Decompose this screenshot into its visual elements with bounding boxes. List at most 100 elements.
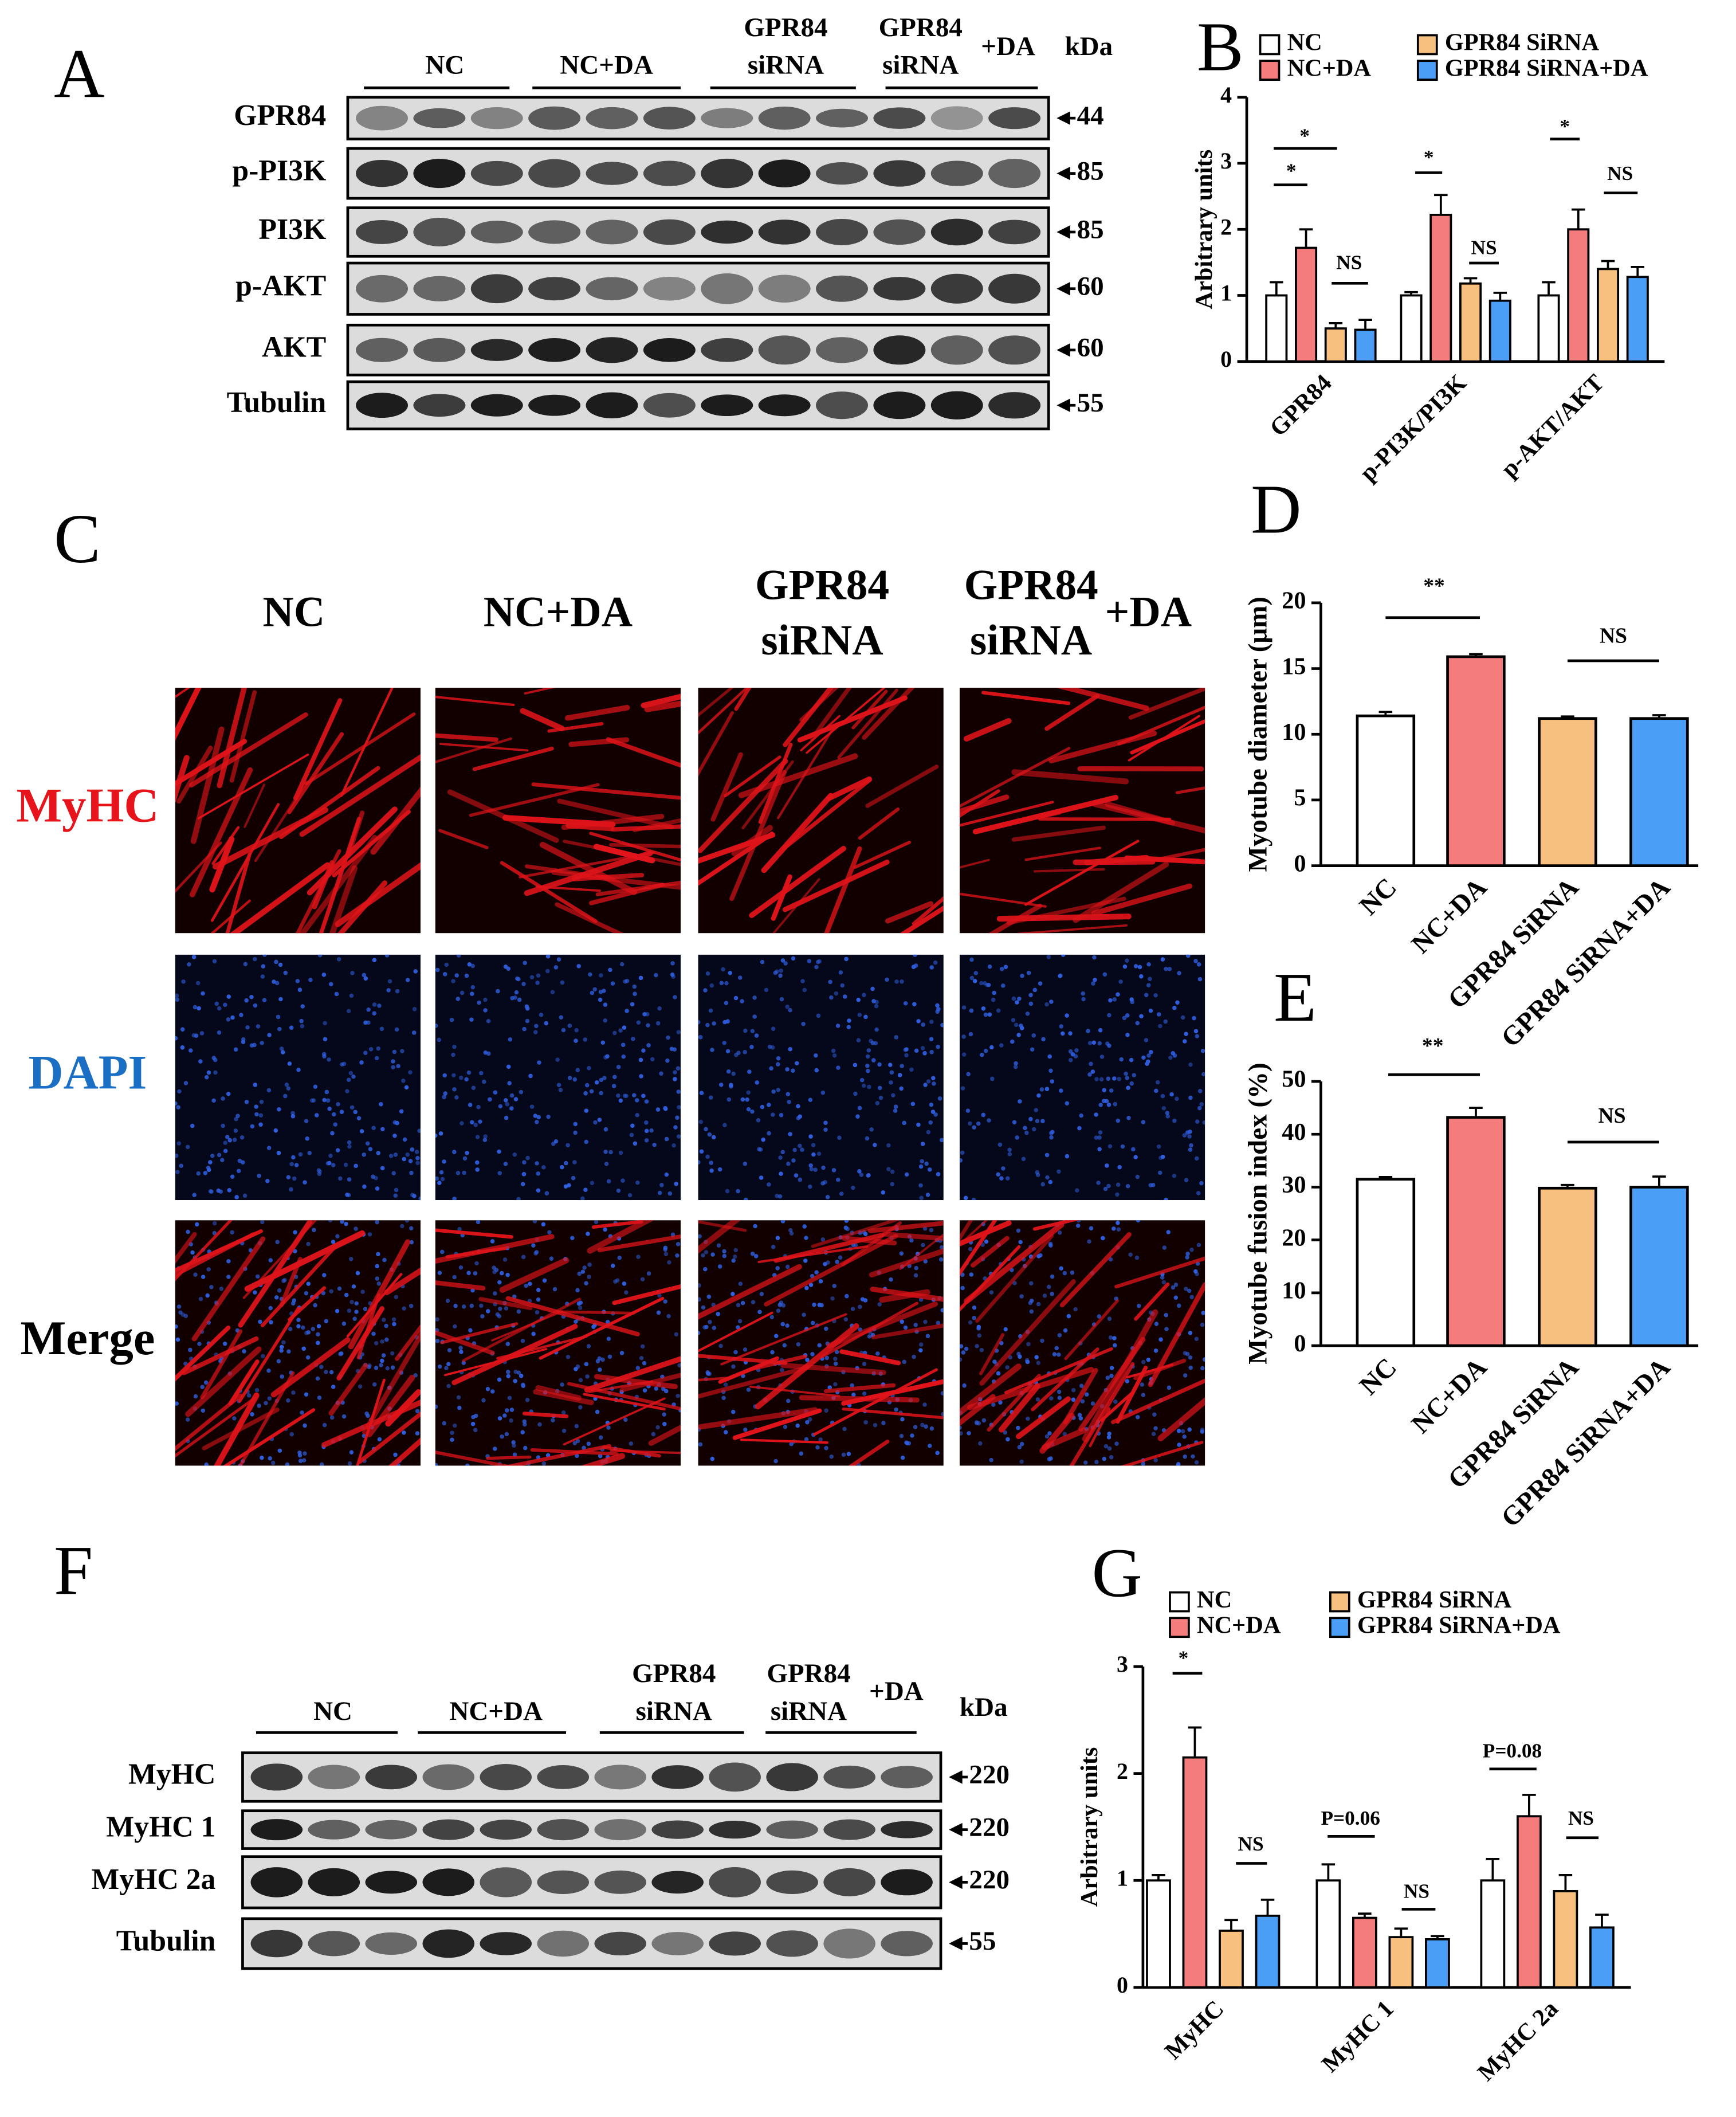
myotube — [175, 1393, 243, 1452]
y-tick-label: 50 — [1282, 1066, 1306, 1093]
nucleus — [725, 1049, 730, 1054]
nucleus — [435, 1339, 440, 1343]
nucleus — [983, 1048, 988, 1053]
myotube — [959, 1220, 973, 1242]
nucleus — [603, 1127, 608, 1132]
nucleus — [528, 1073, 533, 1079]
nucleus — [249, 994, 254, 999]
nucleus — [670, 961, 675, 966]
nucleus — [1097, 1147, 1102, 1151]
nucleus — [199, 1031, 205, 1036]
nucleus — [1197, 1105, 1202, 1111]
nucleus — [1073, 1307, 1078, 1312]
nucleus — [820, 1237, 826, 1242]
myotube — [871, 1323, 944, 1339]
nucleus — [625, 1009, 629, 1013]
nucleus — [853, 1091, 858, 1096]
nucleus — [775, 969, 779, 974]
nucleus — [1071, 1397, 1076, 1402]
blot-row-label: MyHC 2a — [91, 1863, 215, 1896]
nucleus — [244, 1100, 249, 1104]
group-label: NC+DA — [560, 50, 653, 80]
nucleus — [1126, 1115, 1131, 1120]
error-bar — [1321, 1863, 1336, 1881]
nucleus — [336, 957, 341, 962]
nucleus — [1105, 1375, 1110, 1380]
significance-label: NS — [1336, 251, 1362, 273]
nucleus — [1129, 1057, 1134, 1063]
nucleus — [991, 997, 996, 1002]
nucleus — [728, 970, 732, 975]
nucleus — [379, 1102, 383, 1107]
nucleus — [701, 1305, 706, 1310]
myotube — [1034, 868, 1105, 873]
nucleus — [746, 1107, 751, 1112]
nucleus — [866, 1068, 870, 1073]
nucleus — [726, 1097, 732, 1102]
nucleus — [234, 1195, 239, 1199]
nucleus — [972, 1125, 976, 1130]
nucleus — [654, 973, 658, 978]
nucleus — [203, 1171, 208, 1175]
nucleus — [300, 1004, 305, 1009]
blot-band — [308, 1820, 360, 1840]
error-bar — [1558, 1874, 1573, 1891]
nucleus — [1080, 1399, 1085, 1404]
nucleus — [513, 1379, 517, 1383]
myotube — [435, 1450, 513, 1466]
blot-row-label: Tubulin — [116, 1924, 216, 1957]
nucleus — [795, 1061, 799, 1065]
nucleus — [1141, 1120, 1146, 1124]
nucleus — [280, 1050, 285, 1054]
group-suffix: +DA — [869, 1676, 924, 1706]
nucleus — [630, 1123, 635, 1128]
blot-band — [643, 219, 696, 245]
micrograph — [959, 1220, 1205, 1466]
nucleus — [729, 1084, 733, 1089]
nucleus — [940, 1391, 944, 1395]
nucleus — [570, 1236, 575, 1241]
nucleus — [698, 1442, 703, 1447]
nucleus — [536, 973, 541, 978]
nucleus — [830, 1296, 835, 1301]
nucleus — [900, 979, 904, 984]
nucleus — [1035, 1170, 1040, 1175]
myotube — [567, 1382, 681, 1411]
nucleus — [386, 988, 391, 993]
blot-band — [528, 394, 581, 416]
nucleus — [291, 1155, 296, 1160]
kda-label: 55 — [969, 1926, 996, 1956]
nucleus — [298, 1152, 303, 1157]
nucleus — [303, 1451, 307, 1456]
nucleus — [452, 1087, 457, 1092]
nucleus — [1050, 1130, 1055, 1135]
legend-swatch — [1169, 1617, 1190, 1638]
nucleus — [217, 1152, 222, 1158]
nucleus — [193, 1394, 198, 1399]
nucleus — [675, 1242, 681, 1246]
nucleus — [440, 1249, 445, 1254]
nucleus — [1068, 1031, 1073, 1036]
nucleus — [470, 1421, 476, 1426]
nucleus — [773, 1334, 779, 1338]
nucleus — [781, 1303, 786, 1308]
nucleus — [959, 1431, 963, 1436]
nucleus — [785, 1323, 790, 1328]
nucleus — [862, 1391, 867, 1396]
nucleus — [253, 1083, 258, 1087]
nucleus — [227, 1188, 232, 1193]
nucleus — [894, 1407, 898, 1412]
nucleus — [631, 1093, 637, 1097]
nucleus — [493, 1291, 497, 1296]
nucleus — [572, 1160, 577, 1165]
myotube — [304, 712, 416, 786]
nucleus — [981, 1418, 987, 1423]
nucleus — [442, 972, 447, 977]
blot-band — [881, 1869, 933, 1896]
nucleus — [599, 1077, 604, 1083]
nucleus — [936, 1172, 941, 1177]
group-label: GPR84 — [767, 1659, 850, 1688]
nucleus — [311, 1327, 316, 1331]
myotube — [783, 688, 834, 747]
blot-band — [356, 105, 409, 131]
